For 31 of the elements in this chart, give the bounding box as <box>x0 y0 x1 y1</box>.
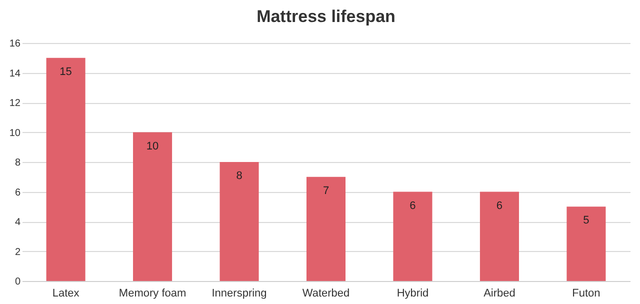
bar <box>306 176 346 281</box>
x-tick-label: Waterbed <box>302 288 350 300</box>
x-tick-label: Futon <box>572 288 600 300</box>
y-tick-label: 4 <box>14 217 21 228</box>
y-tick-label: 8 <box>14 158 21 168</box>
x-tick-label: Hybrid <box>396 288 429 300</box>
y-tick-label: 0 <box>14 276 21 288</box>
data-label: 6 <box>410 200 416 212</box>
y-tick-label: 12 <box>9 98 21 109</box>
chart-title: Mattress lifespan <box>256 7 396 26</box>
data-label: 5 <box>583 214 590 227</box>
x-tick-label: Latex <box>52 288 80 300</box>
bar <box>133 132 172 281</box>
bar <box>220 162 259 281</box>
data-label: 7 <box>322 184 330 197</box>
y-tick-label: 10 <box>9 128 21 139</box>
y-tick-label: 2 <box>14 246 21 258</box>
y-tick-label: 14 <box>9 68 21 80</box>
data-label: 8 <box>236 170 242 182</box>
bar <box>393 192 432 281</box>
y-tick-label: 16 <box>9 38 21 50</box>
data-label: 15 <box>60 66 72 78</box>
x-tick-label: Airbed <box>484 288 516 300</box>
data-label: 6 <box>496 200 503 212</box>
bar <box>480 192 519 281</box>
y-tick-label: 6 <box>14 187 21 198</box>
bar <box>46 58 86 281</box>
x-tick-label: Innerspring <box>212 288 267 300</box>
data-label: 10 <box>146 140 159 152</box>
bar <box>566 206 606 281</box>
x-tick-label: Memory foam <box>118 288 186 300</box>
